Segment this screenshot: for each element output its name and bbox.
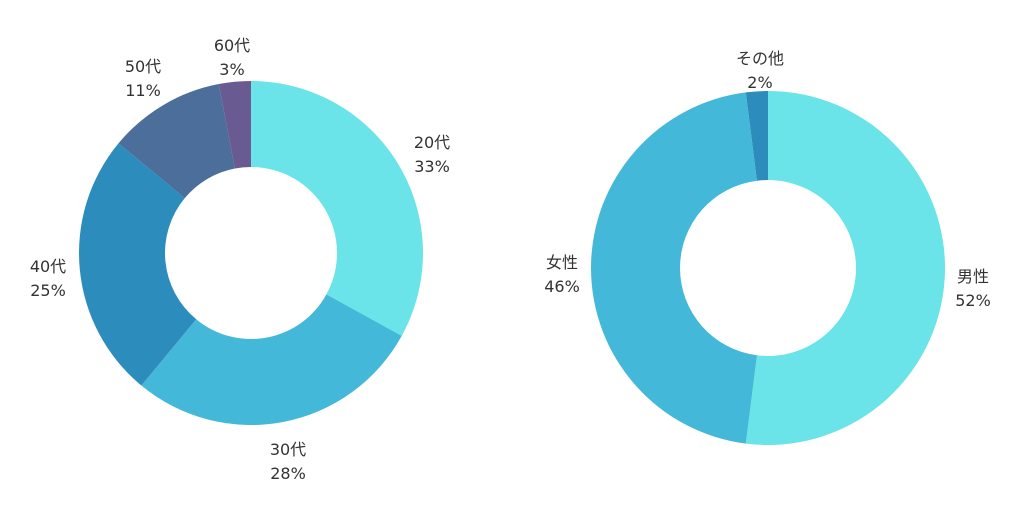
age-value-label-0: 33% xyxy=(414,157,450,176)
age-category-label-1: 30代 xyxy=(270,440,306,459)
age-slice-3 xyxy=(118,84,235,199)
gender-value-label-0: 52% xyxy=(955,291,991,310)
age-category-label-4: 60代 xyxy=(214,36,250,55)
age-category-label-3: 50代 xyxy=(125,57,161,76)
gender-value-label-2: 2% xyxy=(747,73,772,92)
gender-category-label-0: 男性 xyxy=(957,267,989,286)
gender-category-label-1: 女性 xyxy=(546,253,578,272)
gender-value-label-1: 46% xyxy=(544,277,580,296)
age-value-label-4: 3% xyxy=(219,60,244,79)
gender-slice-2 xyxy=(745,91,768,181)
gender-category-label-2: その他 xyxy=(736,49,784,68)
age-slice-4 xyxy=(218,81,251,169)
age-slice-2 xyxy=(78,143,197,386)
age-value-label-3: 11% xyxy=(125,81,161,100)
age-category-label-2: 40代 xyxy=(30,257,66,276)
age-slice-1 xyxy=(141,294,402,425)
age-slice-0 xyxy=(251,81,424,336)
age-value-label-1: 28% xyxy=(270,464,306,483)
gender-slice-0 xyxy=(745,91,945,445)
gender-slice-1 xyxy=(591,92,757,444)
age-category-label-0: 20代 xyxy=(414,133,450,152)
age-value-label-2: 25% xyxy=(30,281,66,300)
